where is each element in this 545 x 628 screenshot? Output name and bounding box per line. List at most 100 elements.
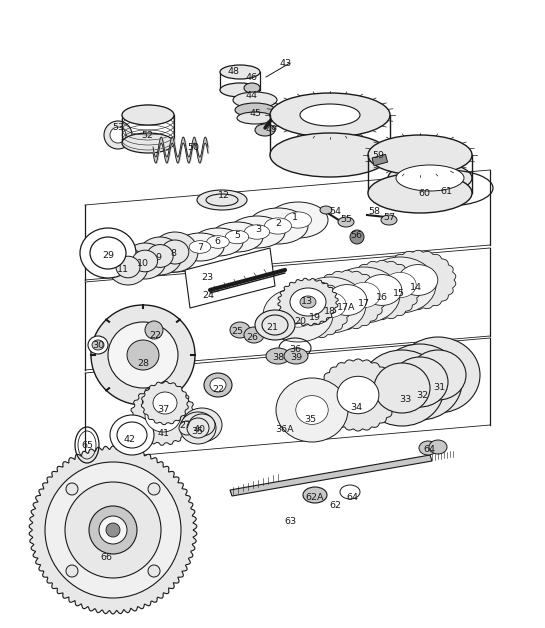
- Text: 44: 44: [246, 92, 258, 100]
- Ellipse shape: [300, 296, 316, 308]
- Ellipse shape: [282, 303, 314, 327]
- Ellipse shape: [314, 293, 346, 318]
- Ellipse shape: [210, 378, 226, 392]
- Ellipse shape: [362, 274, 402, 305]
- Ellipse shape: [235, 103, 275, 117]
- Ellipse shape: [290, 288, 326, 316]
- Text: 46: 46: [246, 72, 258, 82]
- Ellipse shape: [206, 194, 238, 206]
- Ellipse shape: [220, 83, 260, 97]
- Ellipse shape: [276, 378, 348, 442]
- Ellipse shape: [106, 523, 120, 537]
- Ellipse shape: [270, 93, 390, 137]
- Text: 39: 39: [290, 354, 302, 362]
- Text: 56: 56: [350, 230, 362, 239]
- Ellipse shape: [378, 344, 462, 420]
- Polygon shape: [131, 385, 195, 445]
- Text: 36A: 36A: [276, 426, 294, 435]
- Text: 30: 30: [92, 340, 104, 350]
- Text: 2: 2: [275, 220, 281, 229]
- Text: 22: 22: [212, 384, 224, 394]
- Text: 62: 62: [329, 501, 341, 509]
- Ellipse shape: [294, 295, 332, 325]
- Ellipse shape: [300, 104, 360, 126]
- Ellipse shape: [230, 322, 250, 338]
- Ellipse shape: [204, 373, 232, 397]
- Text: 17: 17: [358, 298, 370, 308]
- Bar: [372, 154, 387, 166]
- Ellipse shape: [384, 273, 416, 298]
- Text: 35: 35: [304, 416, 316, 425]
- Ellipse shape: [92, 340, 104, 350]
- Text: 6: 6: [214, 237, 220, 246]
- Text: 58: 58: [368, 207, 380, 215]
- Text: 25: 25: [231, 327, 243, 337]
- Polygon shape: [276, 281, 350, 338]
- Text: 62A: 62A: [306, 494, 324, 502]
- Ellipse shape: [396, 165, 464, 191]
- Text: 9: 9: [155, 254, 161, 263]
- Ellipse shape: [145, 321, 163, 339]
- Ellipse shape: [237, 112, 273, 124]
- Text: 17A: 17A: [337, 303, 355, 313]
- Ellipse shape: [229, 216, 285, 248]
- Ellipse shape: [90, 237, 126, 269]
- Text: 13: 13: [301, 298, 313, 306]
- Text: 16: 16: [376, 293, 388, 303]
- Ellipse shape: [45, 462, 181, 598]
- Text: 31: 31: [433, 384, 445, 392]
- Ellipse shape: [189, 241, 211, 253]
- Text: 52: 52: [141, 131, 153, 139]
- Text: 12: 12: [218, 190, 230, 200]
- Text: 7: 7: [197, 242, 203, 251]
- Ellipse shape: [88, 336, 108, 354]
- Ellipse shape: [180, 412, 216, 444]
- Text: 1: 1: [292, 214, 298, 222]
- Ellipse shape: [211, 222, 263, 252]
- Ellipse shape: [255, 124, 275, 136]
- Ellipse shape: [189, 414, 215, 436]
- Ellipse shape: [225, 230, 249, 244]
- Ellipse shape: [80, 228, 136, 278]
- Text: 41: 41: [157, 430, 169, 438]
- Ellipse shape: [148, 565, 160, 577]
- Text: 60: 60: [418, 188, 430, 197]
- Text: 23: 23: [201, 273, 213, 281]
- Ellipse shape: [350, 230, 364, 244]
- Ellipse shape: [122, 105, 174, 125]
- Ellipse shape: [398, 264, 438, 295]
- Polygon shape: [141, 381, 189, 425]
- Ellipse shape: [193, 228, 243, 256]
- Ellipse shape: [197, 190, 247, 210]
- Ellipse shape: [122, 133, 174, 153]
- Ellipse shape: [284, 212, 312, 228]
- Polygon shape: [344, 261, 420, 320]
- Ellipse shape: [124, 243, 166, 279]
- Text: 36: 36: [289, 345, 301, 354]
- Text: 18: 18: [324, 308, 336, 317]
- Text: 15: 15: [393, 288, 405, 298]
- Ellipse shape: [303, 487, 327, 503]
- Ellipse shape: [99, 516, 127, 544]
- Ellipse shape: [264, 218, 292, 234]
- Polygon shape: [278, 278, 338, 326]
- Ellipse shape: [153, 392, 177, 414]
- Ellipse shape: [148, 483, 160, 495]
- Ellipse shape: [110, 127, 126, 143]
- Ellipse shape: [262, 315, 288, 335]
- Text: 33: 33: [399, 396, 411, 404]
- Ellipse shape: [263, 288, 333, 342]
- Ellipse shape: [182, 408, 222, 442]
- Text: 10: 10: [137, 259, 149, 268]
- Text: 57: 57: [383, 214, 395, 222]
- Text: 28: 28: [137, 359, 149, 367]
- Ellipse shape: [220, 65, 260, 79]
- Ellipse shape: [66, 565, 78, 577]
- Text: 29: 29: [102, 251, 114, 259]
- Polygon shape: [29, 446, 197, 614]
- Ellipse shape: [66, 483, 78, 495]
- Ellipse shape: [116, 256, 140, 278]
- Text: 63: 63: [284, 517, 296, 526]
- Text: 66: 66: [100, 553, 112, 563]
- Text: 14: 14: [410, 283, 422, 293]
